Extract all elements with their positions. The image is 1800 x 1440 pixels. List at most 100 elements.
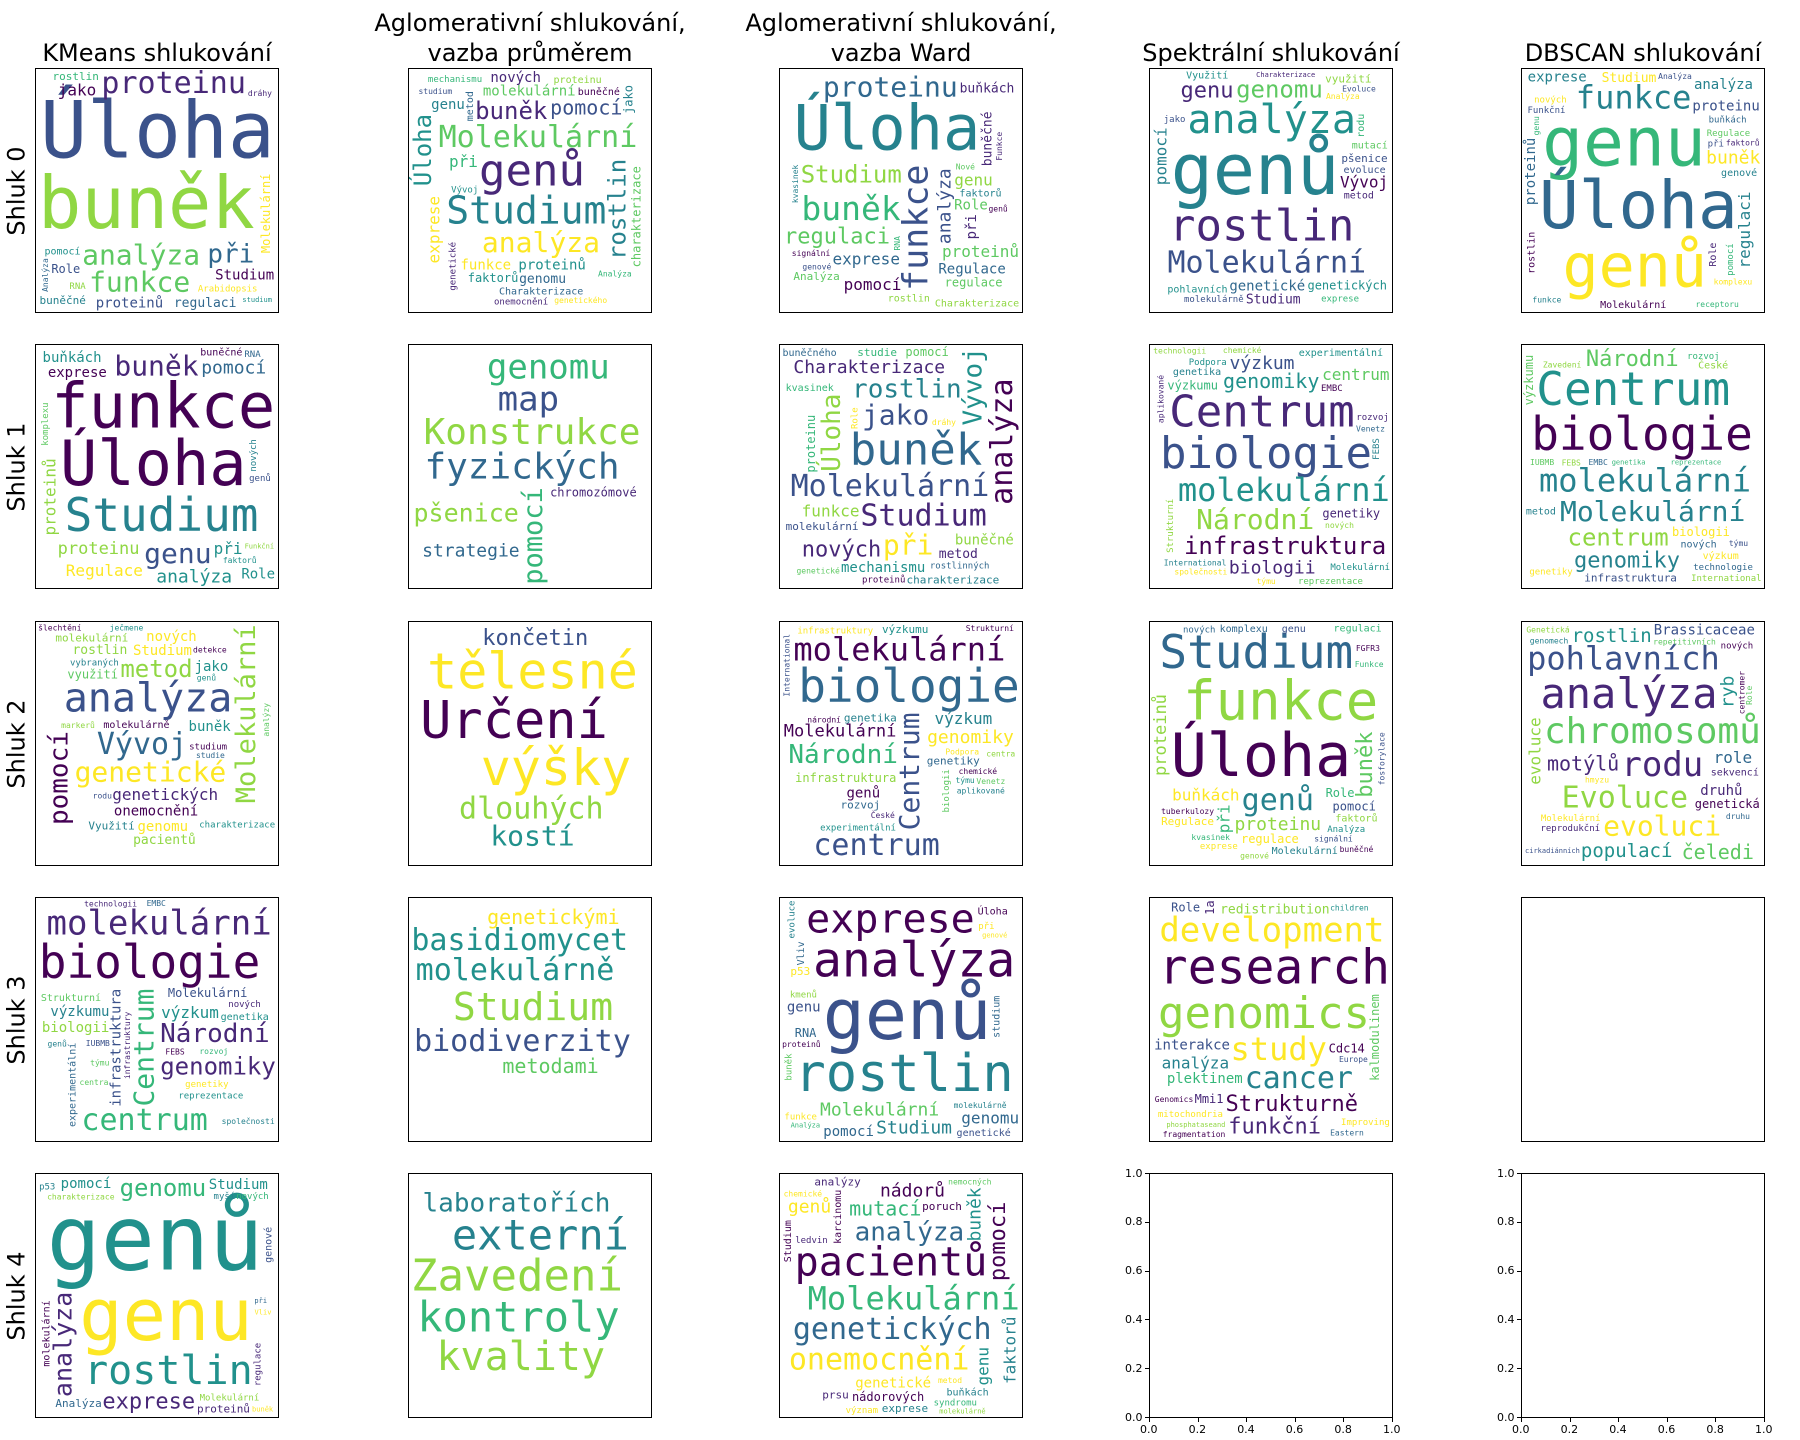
wordcloud-word: analýza <box>482 226 600 259</box>
wordcloud-word: Genomics <box>1155 1095 1194 1104</box>
wordcloud-word: nových <box>802 538 881 563</box>
wordcloud-word: nových <box>146 629 197 645</box>
wordcloud-word: rostlin <box>1169 200 1354 251</box>
wordcloud-word: Vliv <box>796 941 807 965</box>
wordcloud-word: metod <box>938 1376 962 1385</box>
wordcloud-word: cancer <box>1245 1061 1353 1096</box>
wordcloud-word: ledvin <box>795 1236 828 1246</box>
wordcloud-word: basidiomycet <box>411 923 628 958</box>
wordcloud-word: rostlin <box>84 1348 253 1394</box>
wordcloud-word: genomu <box>137 819 188 835</box>
wordcloud-word: Molekulární <box>784 722 897 742</box>
wordcloud-word: jako <box>621 85 635 114</box>
wordcloud-word: proteinu <box>823 71 958 104</box>
wordcloud-word: pomocí <box>518 487 549 585</box>
wordcloud-word: FGFR3 <box>1356 644 1380 653</box>
wordcloud-word: Analýza <box>1658 72 1692 81</box>
wordcloud-word: Evoluce <box>1342 84 1376 93</box>
wordcloud-word: exprese <box>48 365 107 381</box>
wordcloud-word: využití <box>67 668 118 682</box>
wordcloud-word: pomocí <box>1152 127 1171 185</box>
wordcloud-word: dlouhých <box>459 791 604 826</box>
wordcloud-word: molekulární <box>483 83 576 99</box>
wordcloud-word: kostí <box>490 819 574 852</box>
wordcloud-word: pacientů <box>133 833 196 848</box>
wordcloud-word: genomiky <box>160 1053 276 1081</box>
wordcloud-word: RNA <box>795 1026 817 1040</box>
wordcloud-word: molekulárně <box>103 719 169 731</box>
wordcloud-word: genetické <box>1229 278 1305 294</box>
wordcloud-word: funkce <box>89 266 190 299</box>
wordcloud-word: Úloha <box>60 427 247 500</box>
wordcloud-word: FEBS <box>1372 438 1382 460</box>
wordcloud-word: buňkách <box>960 81 1015 96</box>
y-tick-mark <box>1145 1270 1149 1272</box>
wordcloud-word: Charakterizace <box>499 286 583 297</box>
column-title: KMeans shlukování <box>42 38 271 68</box>
wordcloud-word: kalmodulinem <box>1368 994 1382 1081</box>
wordcloud-word: fosforylace <box>1378 732 1387 785</box>
wordcloud-word: regulace <box>253 1343 263 1386</box>
wordcloud-panel: Určení tělesné výšky dlouhých kostí končetin <box>408 621 652 866</box>
wordcloud-word: signální <box>792 249 831 258</box>
wordcloud-word: analýza <box>934 168 955 244</box>
wordcloud-word: faktorů <box>1335 813 1377 825</box>
wordcloud-word: Určení <box>420 691 608 751</box>
wordcloud-word: technologie <box>1693 563 1753 573</box>
wordcloud-panel: genu Úloha genů funkce Studium proteinu expres… <box>1521 68 1765 313</box>
wordcloud-word: týmu <box>955 776 974 785</box>
wordcloud-word: funkční <box>1228 1114 1321 1139</box>
wordcloud-word: Úloha <box>978 904 1008 917</box>
y-tick-mark <box>1517 1417 1521 1418</box>
wordcloud-word: laboratořích <box>423 1189 611 1219</box>
wordcloud-word: genů <box>479 146 585 197</box>
x-tick-label: 0.4 <box>1237 1423 1255 1436</box>
y-tick-mark <box>1517 1319 1521 1321</box>
wordcloud-word: proteinů <box>1523 138 1539 205</box>
wordcloud-word: Strukturní <box>1166 499 1176 553</box>
wordcloud-word: Molekulární <box>820 1099 939 1120</box>
wordcloud-word: markerů <box>61 720 95 730</box>
wordcloud-word: buněčné <box>200 346 242 358</box>
x-tick-label: 0.8 <box>1706 1423 1724 1436</box>
wordcloud-word: tělesné <box>427 643 638 701</box>
wordcloud-word: genetika <box>1173 367 1221 378</box>
wordcloud-word: genu <box>787 1000 821 1016</box>
wordcloud-word: jako <box>58 81 97 100</box>
wordcloud-word: genomiky <box>1574 549 1680 574</box>
wordcloud-word: ryb <box>1718 676 1739 709</box>
wordcloud-word: proteinů <box>782 1039 821 1049</box>
wordcloud-panel: biologie Centrum molekulární centrum Molekul… <box>779 621 1023 866</box>
wordcloud-word: rozvoj <box>1687 352 1720 362</box>
wordcloud-word: nádorů <box>880 1181 945 1202</box>
wordcloud-word: Molekulární <box>231 624 262 803</box>
wordcloud-word: Podpora <box>945 747 979 756</box>
wordcloud-word: společnosti <box>1174 566 1227 576</box>
wordcloud-word: výzkum <box>935 709 993 728</box>
wordcloud-word: strategie <box>422 540 520 561</box>
wordcloud-word: Regulace <box>1161 815 1214 828</box>
wordcloud-word: metod <box>1344 191 1374 202</box>
wordcloud-panel: genů genu rostlin analýza exprese genomu Molek… <box>35 1173 279 1418</box>
column-title-line: vazba průměrem <box>427 39 633 67</box>
wordcloud-word: children <box>1330 903 1369 912</box>
wordcloud-word: buněčné <box>1340 844 1374 854</box>
wordcloud-word: společnosti <box>222 1116 275 1126</box>
wordcloud-word: reprezentace <box>1671 459 1722 467</box>
wordcloud-word: genetika <box>221 1012 269 1023</box>
empty-axes <box>1149 1173 1393 1418</box>
wordcloud-panel: Centrum biologie molekulární Národní infrast… <box>1149 344 1393 589</box>
wordcloud-word: genetické <box>796 565 840 575</box>
row-title: Shluk 1 <box>2 421 31 512</box>
wordcloud-word: genomu <box>487 347 610 387</box>
wordcloud-word: jako <box>195 659 229 675</box>
wordcloud-word: týmu <box>1729 539 1748 548</box>
wordcloud-svg: CentrumbiologiemolekulárníNárodníinfrast… <box>1153 345 1390 587</box>
wordcloud-word: biologii <box>1229 557 1316 578</box>
wordcloud-word: pomocí <box>905 345 948 359</box>
wordcloud-word: Strukturně <box>1225 1092 1357 1117</box>
y-tick-label: 0.6 <box>1125 1264 1143 1278</box>
wordcloud-word: České <box>1698 359 1728 372</box>
wordcloud-word: buněk <box>965 1187 986 1241</box>
